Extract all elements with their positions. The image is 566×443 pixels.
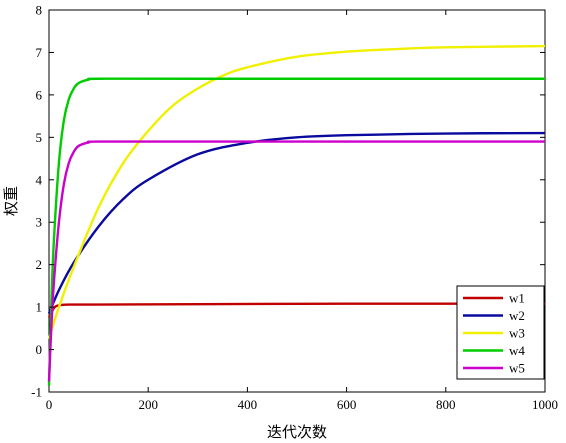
y-tick-label: 3 — [36, 215, 43, 230]
x-tick-label: 1000 — [532, 397, 558, 412]
series-line-w5 — [47, 140, 545, 382]
legend-label-w4: w4 — [509, 343, 525, 358]
x-tick-label: 200 — [138, 397, 158, 412]
ticks-layer: 0 200 400 600 800 1000 -1 0 1 2 3 4 5 6 7 8 — [31, 3, 558, 413]
series-line-w2 — [47, 131, 546, 314]
x-tick-label: 600 — [337, 397, 357, 412]
x-axis-label: 迭代次数 — [267, 423, 327, 441]
legend: w1 w2 w3 w4 w5 — [456, 285, 545, 380]
x-tick-label: 800 — [436, 397, 456, 412]
series-layer — [47, 44, 546, 386]
y-tick-label: 0 — [36, 342, 43, 357]
y-tick-label: 1 — [36, 300, 43, 315]
legend-label-w1: w1 — [509, 291, 525, 306]
series-line-w1 — [47, 302, 546, 319]
legend-label-w3: w3 — [509, 326, 525, 341]
x-tick-label: 400 — [238, 397, 258, 412]
legend-label-w2: w2 — [509, 308, 525, 323]
legend-label-w5: w5 — [509, 361, 525, 376]
y-tick-label: 8 — [36, 3, 43, 18]
y-axis-label: 权重 — [2, 186, 20, 216]
y-tick-label: 5 — [36, 130, 43, 145]
y-tick-label: 6 — [36, 87, 43, 102]
series-line-w3 — [47, 44, 546, 340]
y-tick-label: 4 — [36, 172, 43, 187]
y-tick-label: -1 — [31, 385, 42, 400]
x-tick-label: 0 — [46, 397, 53, 412]
y-tick-label: 7 — [36, 45, 43, 60]
series-line-w4 — [47, 77, 545, 386]
y-tick-label: 2 — [36, 257, 43, 272]
